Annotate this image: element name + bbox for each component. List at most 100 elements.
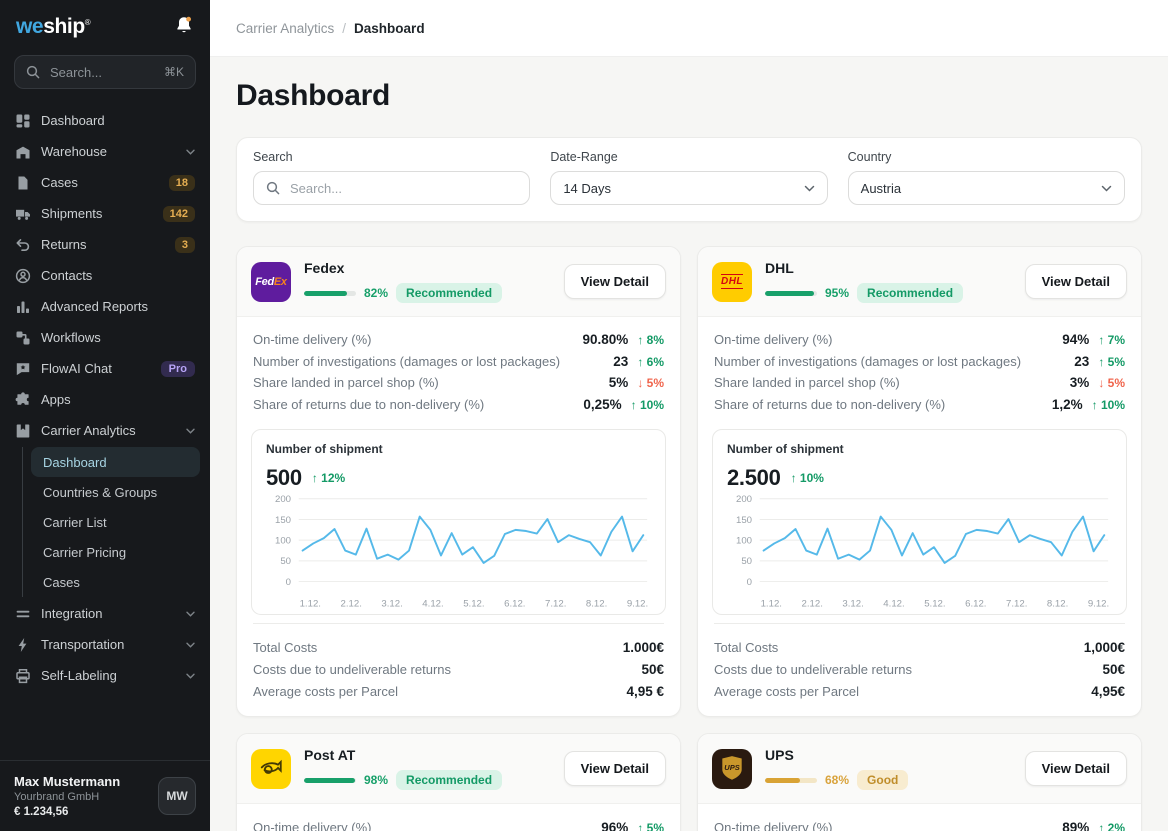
shipment-total: 2.500: [727, 465, 781, 490]
costs-section: Total Costs 1.000€ Costs due to undelivera…: [253, 623, 664, 716]
search-filter-input[interactable]: [288, 179, 518, 197]
metric-label: Share of returns due to non-delivery (%): [253, 396, 485, 412]
metric-label: On-time delivery (%): [253, 332, 372, 348]
sidebar-item-shipments[interactable]: Shipments 142: [10, 198, 200, 229]
sidebar-item-flowai-chat[interactable]: FlowAI Chat Pro: [10, 353, 200, 384]
metric-value: 1,2%: [1051, 396, 1083, 412]
count-badge: 18: [168, 174, 195, 191]
metric-label: Number of investigations (damages or los…: [714, 353, 1022, 369]
metric-value: 94%: [1062, 332, 1090, 348]
metric-label: On-time delivery (%): [714, 819, 833, 831]
metric-value: 5%: [608, 375, 629, 391]
nav-item-label: Dashboard: [41, 113, 105, 128]
sidebar-subitem-carrier-list[interactable]: Carrier List: [43, 514, 107, 530]
svg-text:9.12.: 9.12.: [1088, 599, 1109, 610]
sidebar-item-warehouse[interactable]: Warehouse: [10, 136, 200, 167]
view-detail-button[interactable]: View Detail: [563, 751, 666, 787]
nav-item-label: Integration: [41, 606, 103, 621]
carrier-name: UPS: [765, 747, 794, 764]
sidebar-subitem-countries-groups[interactable]: Countries & Groups: [43, 484, 158, 500]
carrier-metrics: On-time delivery (%) 89% ↑ 2%: [698, 804, 1141, 831]
search-filter[interactable]: [253, 171, 531, 205]
carrier-card-fedex: FedEx Fedex 82% Recommended View Detail On-ti…: [236, 246, 681, 718]
sidebar-item-dashboard[interactable]: Dashboard: [10, 105, 200, 136]
country-label: Country: [847, 150, 892, 164]
shipment-total: 500: [266, 465, 302, 490]
metric-row: On-time delivery (%) 96% ↑ 5%: [253, 816, 664, 831]
shipments-chart-card: Number of shipment 500 ↑ 12% 0 50 100 150 200 1.…: [251, 429, 666, 616]
svg-text:5.12.: 5.12.: [463, 599, 484, 610]
rating-badge: Recommended: [857, 283, 964, 303]
sidebar-subitem-cases[interactable]: Cases: [43, 574, 80, 590]
trend-up-indicator: ↑ 12%: [311, 471, 346, 485]
page-title: Dashboard: [236, 79, 390, 112]
sidebar-search-input[interactable]: [48, 63, 156, 81]
sidebar-search[interactable]: ⌘K: [14, 55, 196, 89]
cost-row: Total Costs 1,000€: [714, 636, 1125, 658]
post-at-logo: [251, 748, 291, 789]
country-select[interactable]: Austria: [847, 171, 1125, 205]
sidebar-item-contacts[interactable]: Contacts: [10, 260, 200, 291]
view-detail-button[interactable]: View Detail: [1024, 751, 1127, 787]
carrier-name: DHL: [765, 260, 794, 276]
cases-icon: [15, 175, 31, 191]
sidebar-subitem-carrier-pricing[interactable]: Carrier Pricing: [43, 544, 127, 560]
svg-text:8.12.: 8.12.: [1047, 599, 1068, 610]
nav-item-label: Transportation: [41, 637, 125, 652]
chevron-down-icon: [186, 611, 195, 617]
registered-mark: ®: [84, 17, 91, 27]
metric-row: Share landed in parcel shop (%) 5% ↓ 5%: [253, 372, 664, 394]
user-balance: € 1.234,56: [14, 806, 69, 818]
cost-label: Costs due to undeliverable returns: [714, 661, 913, 677]
sidebar-item-carrier-analytics[interactable]: Carrier Analytics: [10, 415, 200, 446]
svg-text:0: 0: [747, 577, 752, 588]
sidebar-item-returns[interactable]: Returns 3: [10, 229, 200, 260]
metric-row: On-time delivery (%) 94% ↑ 7%: [714, 329, 1125, 351]
sidebar-item-cases[interactable]: Cases 18: [10, 167, 200, 198]
date-range-value: 14 Days: [563, 180, 612, 196]
search-icon: [26, 65, 40, 79]
cost-value: 4,95€: [1091, 683, 1125, 699]
metric-label: On-time delivery (%): [253, 819, 372, 831]
carrier-metrics: On-time delivery (%) 90.80% ↑ 8% Number of …: [237, 317, 680, 421]
svg-text:0: 0: [286, 577, 291, 588]
svg-text:200: 200: [275, 494, 291, 505]
sidebar-item-apps[interactable]: Apps: [10, 384, 200, 415]
svg-text:150: 150: [736, 515, 752, 526]
date-range-select[interactable]: 14 Days: [550, 171, 828, 205]
svg-text:4.12.: 4.12.: [422, 599, 443, 610]
sidebar-item-self-labeling[interactable]: Self-Labeling: [10, 660, 200, 691]
sidebar-item-advanced-reports[interactable]: Advanced Reports: [10, 291, 200, 322]
user-info: Max Mustermann Yourbrand GmbH € 1.234,56: [14, 774, 120, 818]
metric-label: Share landed in parcel shop (%): [253, 375, 439, 391]
metric-row: Share landed in parcel shop (%) 3% ↓ 5%: [714, 372, 1125, 394]
filter-bar: Search Date-Range 14 Days Cou: [236, 137, 1142, 222]
contacts-icon: [15, 268, 31, 284]
view-detail-button[interactable]: View Detail: [1024, 264, 1127, 299]
user-section[interactable]: Max Mustermann Yourbrand GmbH € 1.234,56…: [0, 760, 210, 831]
content: Dashboard Search Date-Range 14 Days: [210, 57, 1168, 831]
search-filter-group: Search: [253, 150, 531, 205]
search-icon: [266, 181, 280, 195]
notification-bell-icon[interactable]: [174, 15, 194, 37]
trend-up-indicator: ↑ 5%: [637, 820, 664, 831]
nav-item-label: Advanced Reports: [41, 299, 148, 314]
avatar[interactable]: MW: [158, 777, 196, 815]
view-detail-button[interactable]: View Detail: [563, 264, 666, 299]
date-range-group: Date-Range 14 Days: [550, 150, 828, 205]
metric-row: On-time delivery (%) 90.80% ↑ 8%: [253, 329, 664, 351]
sidebar-item-transportation[interactable]: Transportation: [10, 629, 200, 660]
metric-label: Share landed in parcel shop (%): [714, 375, 900, 391]
sidebar-subitem-dashboard[interactable]: Dashboard: [31, 447, 200, 477]
logo-we: we: [16, 14, 44, 38]
svg-text:150: 150: [275, 515, 291, 526]
shipments-icon: [15, 206, 31, 222]
sidebar-item-integration[interactable]: Integration: [10, 598, 200, 629]
chevron-down-icon: [804, 185, 815, 192]
carrier-score: 98%: [364, 773, 389, 788]
carrier-card-post-at: Post AT 98% Recommended View Detail On-time …: [236, 733, 681, 831]
breadcrumb-parent[interactable]: Carrier Analytics: [236, 20, 335, 36]
card-header: Post AT 98% Recommended View Detail: [237, 734, 680, 805]
metric-value: 96%: [601, 819, 629, 831]
sidebar-item-workflows[interactable]: Workflows: [10, 322, 200, 353]
